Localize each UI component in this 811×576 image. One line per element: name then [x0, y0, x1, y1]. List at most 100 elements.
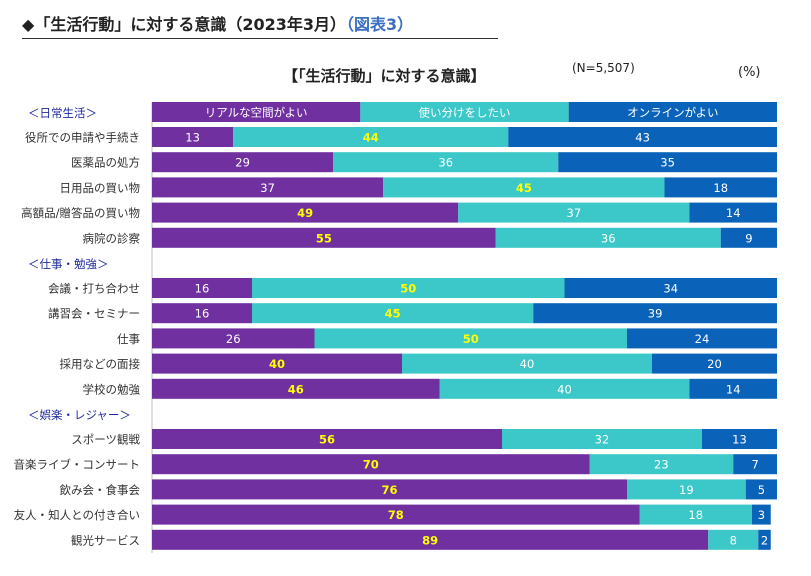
legend-swatch: [152, 102, 361, 122]
category-label: 役所での申請や手続き: [25, 131, 140, 145]
bar-segment: [708, 529, 759, 550]
bar-segment: [558, 152, 777, 173]
bar-segment: [564, 278, 777, 298]
data-label: 56: [319, 433, 335, 447]
bar-segment: [233, 127, 509, 147]
data-label: 2: [761, 533, 768, 547]
data-label: 39: [648, 307, 663, 321]
data-label: 36: [601, 231, 616, 245]
sample-size: (N=5,507): [572, 61, 635, 75]
bar-segment: [152, 378, 440, 399]
legend-label: オンラインがよい: [627, 106, 718, 120]
bar-segment: [458, 202, 690, 223]
data-label: 50: [463, 332, 479, 346]
bar-segment: [745, 479, 777, 500]
data-label: 46: [288, 382, 304, 396]
legend-swatch: [360, 102, 569, 122]
category-label: 採用などの面接: [60, 357, 141, 371]
bar-segment: [333, 152, 559, 173]
data-label: 43: [635, 131, 650, 145]
bar-segment: [314, 328, 627, 349]
bar-segment: [152, 353, 402, 374]
bar-segment: [152, 227, 496, 248]
data-label: 14: [726, 206, 741, 220]
group-label: ＜仕事・勉強＞: [28, 257, 109, 271]
bar-segment: [495, 227, 721, 248]
category-label: 学校の勉強: [83, 382, 141, 396]
bar-segment: [402, 353, 652, 374]
data-label: 40: [269, 357, 285, 371]
data-label: 44: [363, 131, 379, 145]
data-label: 29: [235, 156, 250, 170]
bar-segment: [152, 504, 640, 525]
data-label: 32: [595, 433, 610, 447]
bar-segment: [702, 429, 777, 449]
bar-segment: [758, 529, 771, 550]
data-label: 76: [381, 483, 397, 497]
bar-segment: [502, 429, 702, 449]
category-label: 観光サービス: [71, 533, 140, 547]
data-label: 20: [707, 357, 722, 371]
bar-segment: [252, 303, 534, 324]
data-label: 3: [758, 508, 765, 522]
category-label: 友人・知人との付き合い: [14, 508, 140, 522]
category-label: 日用品の買い物: [60, 181, 141, 195]
legend-label: リアルな空間がよい: [205, 106, 308, 120]
data-label: 18: [688, 508, 703, 522]
bar-segment: [652, 353, 777, 374]
data-label: 78: [388, 508, 404, 522]
bar-segment: [152, 202, 459, 223]
group-label: ＜日常生活＞: [28, 106, 97, 120]
bar-segment: [720, 227, 777, 248]
data-label: 45: [516, 181, 532, 195]
bar-segment: [752, 504, 771, 525]
data-label: 18: [713, 181, 728, 195]
data-label: 13: [185, 131, 200, 145]
data-label: 36: [438, 156, 453, 170]
bar-segment: [689, 378, 777, 399]
bar-segment: [152, 127, 234, 147]
heading-title: 「生活行動」に対する意識（2023年3月）: [34, 15, 346, 34]
data-label: 37: [260, 181, 275, 195]
bar-segment: [664, 177, 777, 198]
category-label: 病院の診察: [83, 231, 141, 245]
category-label: スポーツ観戦: [71, 433, 140, 447]
figure-reference: （図表3）: [345, 15, 414, 34]
bar-segment: [733, 454, 777, 475]
category-label: 飲み会・食事会: [60, 483, 141, 497]
data-label: 50: [400, 282, 416, 296]
data-label: 55: [316, 231, 332, 245]
data-label: 16: [195, 282, 210, 296]
data-label: 9: [745, 231, 752, 245]
bar-segment: [383, 177, 665, 198]
category-label: 講習会・セミナー: [48, 307, 140, 321]
bar-segment: [152, 328, 315, 349]
bar-segment: [627, 328, 777, 349]
bar-segment: [689, 202, 777, 223]
data-label: 40: [520, 357, 535, 371]
data-label: 13: [732, 433, 747, 447]
legend-label: 使い分けをしたい: [419, 106, 511, 120]
data-label: 45: [385, 307, 401, 321]
data-label: 5: [758, 483, 765, 497]
chart-title: 【「生活行動」に対する意識】: [283, 67, 486, 85]
data-label: 70: [363, 458, 379, 472]
data-label: 37: [567, 206, 582, 220]
bar-segment: [152, 152, 334, 173]
bar-segment: [252, 278, 565, 298]
data-label: 49: [297, 206, 313, 220]
data-label: 24: [695, 332, 710, 346]
category-label: 医薬品の処方: [71, 156, 140, 170]
category-label: 音楽ライブ・コンサート: [14, 458, 141, 472]
data-label: 16: [195, 307, 210, 321]
bar-segment: [152, 278, 252, 298]
bar-segment: [533, 303, 777, 324]
data-label: 26: [226, 332, 241, 346]
bar-segment: [152, 303, 252, 324]
data-label: 8: [730, 533, 737, 547]
bar-segment: [152, 479, 627, 500]
category-label: 高額品/贈答品の買い物: [21, 206, 140, 220]
legend-swatch: [568, 102, 777, 122]
page-heading: ◆「生活行動」に対する意識（2023年3月）（図表3）: [22, 11, 498, 39]
